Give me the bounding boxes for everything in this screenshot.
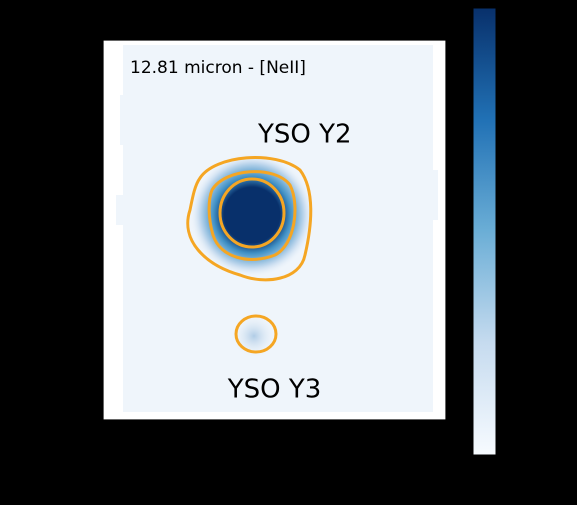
annotation: YSO Y2 <box>257 120 352 150</box>
contour <box>186 156 313 282</box>
colorbar <box>472 7 497 456</box>
x-tick-label: 30 <box>400 430 422 450</box>
y-axis-label: Pixels <box>42 210 58 250</box>
image <box>116 45 438 412</box>
y-tick-label: 20 <box>71 210 93 230</box>
x-tick-label: 10 <box>198 430 220 450</box>
x-axis-label: Pixels <box>255 460 295 476</box>
contour <box>218 177 286 249</box>
colorbar-tick-label: 2000 <box>503 313 531 326</box>
contours <box>186 156 313 354</box>
colorbar-tick-label: 4000 <box>503 164 531 177</box>
chart-title: 12.81 micron - [NeII] <box>130 58 306 78</box>
source-y2 <box>190 153 314 277</box>
contour <box>234 314 278 354</box>
y-tick-label: 30 <box>71 110 93 130</box>
contour <box>207 170 297 261</box>
y-tick-label: 10 <box>71 310 93 330</box>
annotation: YSO Y3 <box>227 375 322 405</box>
x-tick-label: 20 <box>299 430 321 450</box>
